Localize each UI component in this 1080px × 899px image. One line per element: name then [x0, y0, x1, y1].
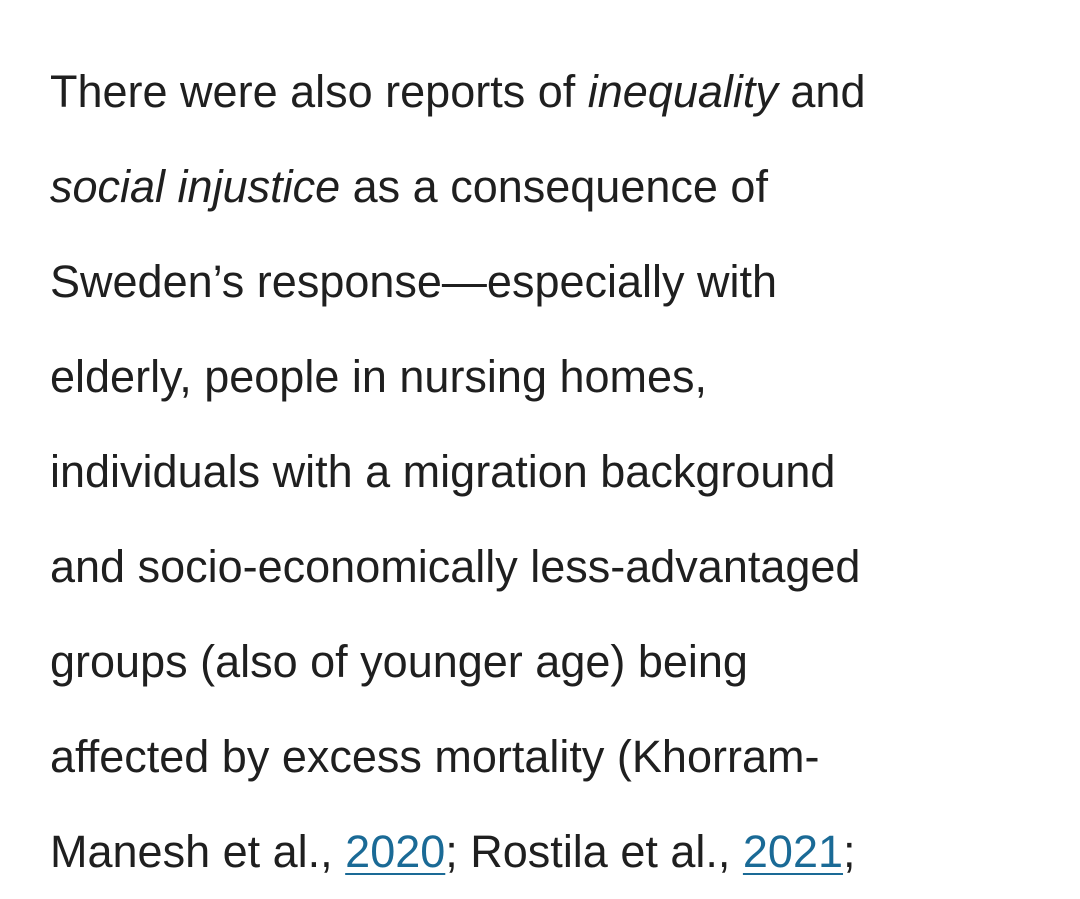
- paragraph-line-1: There were also reports of inequality an…: [50, 44, 1075, 139]
- paragraph-line-8: affected by excess mortality (Khorram-: [50, 731, 820, 782]
- paragraph-line-6: and socio-economically less-advantaged: [50, 541, 861, 592]
- text-span: as a consequence of: [340, 161, 768, 212]
- paragraph-line-3: Sweden’s response—especially with: [50, 256, 778, 307]
- paragraph-line-2: social injustice as a consequence of: [50, 139, 1075, 234]
- paragraph-line-9: Manesh et al., 2020; Rostila et al., 202…: [50, 804, 1075, 899]
- paragraph-line-5: individuals with a migration background: [50, 446, 836, 497]
- emphasis-inequality: inequality: [587, 66, 778, 117]
- text-span: There were also reports of: [50, 66, 588, 117]
- text-span: and: [777, 66, 866, 117]
- paragraph-line-7: groups (also of younger age) being: [50, 636, 748, 687]
- citation-link-2021[interactable]: 2021: [742, 826, 844, 877]
- paragraph-line-4: elderly, people in nursing homes,: [50, 351, 708, 402]
- citation-author-rostila: ; Rostila et al.,: [445, 826, 743, 877]
- citation-author-khorram-manesh: Manesh et al.,: [50, 826, 346, 877]
- citation-link-2020[interactable]: 2020: [345, 826, 446, 877]
- article-paragraph: There were also reports of inequality an…: [50, 44, 1075, 899]
- text-span: ;: [843, 826, 856, 877]
- emphasis-social-injustice: social injustice: [50, 161, 341, 212]
